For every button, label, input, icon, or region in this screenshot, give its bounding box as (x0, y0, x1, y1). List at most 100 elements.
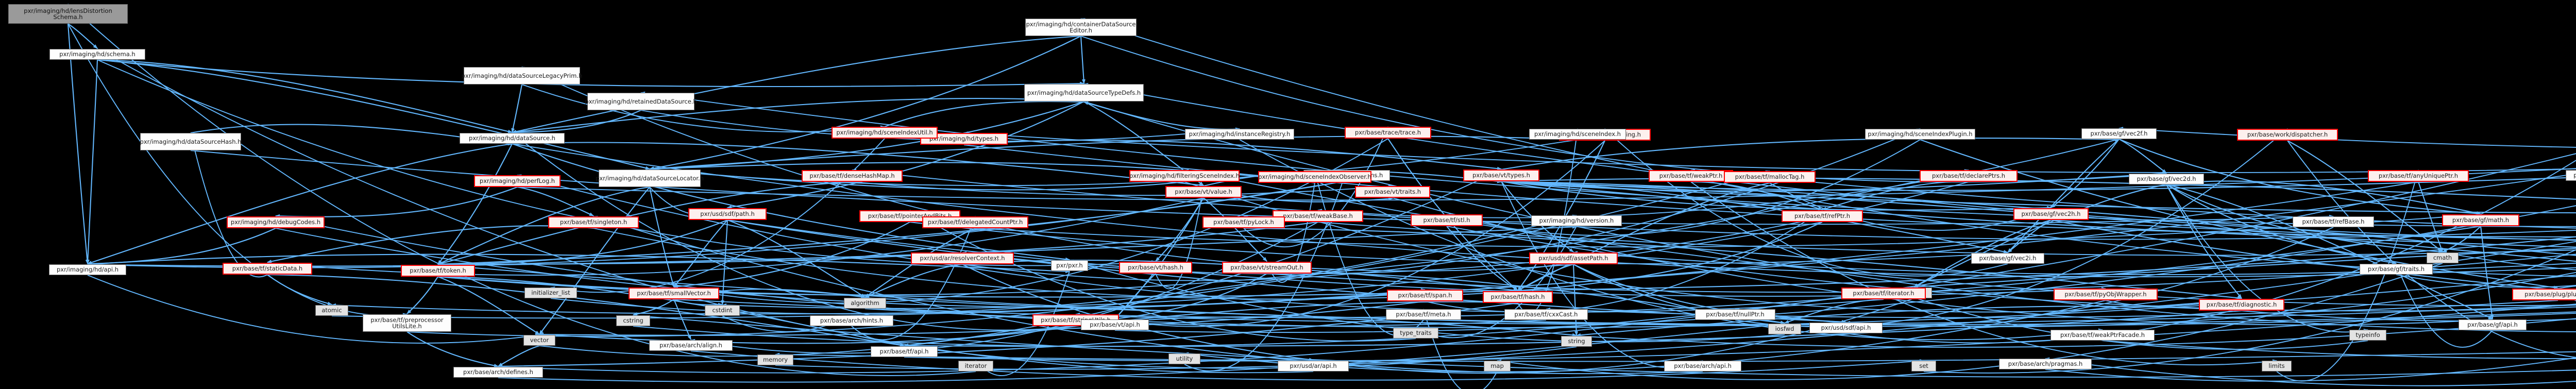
graph-node[interactable]: limits (2262, 361, 2292, 371)
graph-node[interactable]: pxr/usd/sdf/api.h (1809, 323, 1883, 333)
graph-node[interactable]: pxr/base/vt/hash.h (1119, 262, 1192, 274)
graph-node[interactable]: iterator (958, 361, 993, 371)
graph-node[interactable]: pxr/base/work/dispatcher.h (2237, 129, 2338, 141)
graph-node[interactable]: pxr/base/tf/denseHashMap.h (802, 170, 903, 182)
graph-node[interactable]: atomic (315, 305, 348, 316)
graph-node[interactable]: cstring (616, 315, 650, 326)
graph-node[interactable]: pxr/base/tf/nullPtr.h (1695, 309, 1775, 320)
graph-edge (962, 128, 1921, 281)
graph-node[interactable]: typeinfo (2349, 330, 2386, 341)
graph-node[interactable]: pxr/imaging/hd/retainedDataSource.h (585, 93, 697, 110)
graph-node[interactable]: pxr/imaging/hd/sceneIndex.h (1529, 129, 1626, 140)
graph-node[interactable]: string (1561, 336, 1592, 347)
graph-node[interactable]: pxr/usd/ar/resolverContext.h (911, 252, 1014, 264)
graph-node[interactable]: pxr/base/gf/vec2f.h (2081, 128, 2157, 139)
graph-node[interactable]: pxr/base/tf/stl.h (1411, 214, 1483, 226)
graph-node[interactable]: pxr/base/gf/traits.h (2360, 264, 2433, 275)
graph-node[interactable]: pxr/base/tf/pyObjWrapper.h (2054, 289, 2158, 300)
graph-node[interactable]: pxr/imaging/hd/dataSourceTypeDefs.h (1024, 84, 1144, 102)
graph-node[interactable]: pxr/base/tf/singleton.h (548, 216, 639, 228)
graph-node[interactable]: pxr/base/tf/declarePtrs.h (1920, 170, 2018, 182)
graph-node[interactable]: vector (523, 335, 555, 346)
graph-node[interactable]: pxr/imaging/hd/perfLog.h (474, 175, 561, 187)
graph-node[interactable]: pxr/base/tf/preprocessor UtilsLite.h (363, 314, 451, 332)
graph-node[interactable]: pxr/imaging/hd/instanceRegistry.h (1185, 129, 1294, 140)
graph-node[interactable]: pxr/imaging/hd/sceneIndexPlugin.h (1865, 129, 1975, 140)
graph-node[interactable]: pxr/base/arch/api.h (1664, 361, 1741, 371)
graph-edge (1243, 215, 2576, 256)
graph-node[interactable]: pxr/imaging/hd/dataSourceLegacyPrim.h (462, 67, 582, 84)
graph-edge (2166, 184, 2242, 299)
graph-node[interactable]: pxr/base/tf/weakPtrFacade.h (2050, 330, 2155, 341)
graph-node[interactable]: pxr/imaging/hd/types.h (920, 133, 1008, 145)
graph-node[interactable]: cmath (2427, 252, 2459, 263)
graph-node[interactable]: pxr/base/vt/streamOut.h (1222, 262, 1312, 274)
graph-node[interactable]: cstdint (705, 305, 740, 316)
graph-node[interactable]: pxr/base/vt/value.h (1165, 186, 1242, 198)
graph-node[interactable]: algorithm (844, 298, 886, 309)
graph-node[interactable]: pxr/base/arch/defines.h (453, 367, 543, 378)
graph-node[interactable]: pxr/imaging/hd/dataSourceHash.h (140, 133, 241, 150)
graph-node[interactable]: pxr/base/tf/staticData.h (223, 263, 312, 275)
graph-node[interactable]: pxr/base/tf/diagnostic.h (2199, 299, 2284, 311)
graph-edge (963, 131, 2576, 173)
graph-node[interactable]: pxr/base/tf/delegatedCountPtr.h (922, 216, 1028, 228)
graph-edge (1080, 36, 2167, 183)
graph-node[interactable]: pxr/base/vt/types.h (1463, 170, 1539, 181)
graph-node[interactable]: pxr/base/tf/weakPtr.h (1649, 170, 1733, 182)
graph-node[interactable]: pxr/base/tf/pyLock.h (1202, 216, 1285, 228)
graph-node[interactable]: pxr/base/tf/refPtr.h (1782, 210, 1863, 222)
graph-edge (690, 350, 1924, 381)
graph-edge (2102, 340, 2576, 360)
graph-node[interactable]: pxr/imaging/hd/debugCodes.h (227, 216, 325, 228)
graph-node[interactable]: set (1911, 361, 1936, 371)
graph-node[interactable]: pxr/base/arch/pragmas.h (1999, 359, 2092, 369)
graph-node[interactable]: pxr/imaging/hd/schema.h (49, 49, 145, 60)
graph-node[interactable]: pxr/imaging/hd/dataSource.h (460, 133, 565, 144)
graph-node[interactable]: pxr/usd/sdf/path.h (688, 208, 767, 220)
graph-node[interactable]: pxr/imaging/hd/sceneIndexObserver.h (1258, 171, 1371, 183)
graph-node[interactable]: pxr/imaging/hd/api.h (49, 264, 126, 275)
graph-node[interactable]: pxr/base/tf/mallocTag.h (1724, 171, 1816, 183)
graph-node[interactable]: pxr/base/arch/align.h (649, 340, 733, 351)
graph-node[interactable]: pxr/base/tf/anyUniquePtr.h (2368, 170, 2469, 182)
graph-node[interactable]: pxr/base/arch/hints.h (810, 315, 893, 326)
graph-node[interactable]: pxr/base/tf/meta.h (1386, 309, 1461, 320)
graph-node[interactable]: pxr/base/gf/math.h (2442, 214, 2519, 226)
graph-node[interactable]: pxr/base/tf/hash.h (1483, 291, 1553, 303)
graph-node[interactable]: type_traits (1393, 328, 1438, 339)
graph-node[interactable]: pxr/imaging/hd/containerDataSource Edito… (1025, 19, 1137, 36)
graph-node[interactable]: pxr/base/tf/span.h (1387, 290, 1463, 301)
graph-node[interactable]: map (1484, 361, 1511, 371)
graph-node[interactable]: pxr/base/gf/limits.h (2566, 170, 2576, 181)
graph-node[interactable]: pxr/imaging/hd/version.h (1531, 215, 1622, 226)
graph-node[interactable]: pxr/imaging/hd/sceneIndexUtil.h (832, 127, 938, 139)
graph-node[interactable]: pxr/base/tf/refBase.h (2293, 216, 2374, 227)
graph-node[interactable]: pxr/base/trace/trace.h (1345, 127, 1431, 139)
graph-node[interactable]: pxr/base/gf/api.h (2459, 319, 2527, 330)
graph-node[interactable]: pxr/base/tf/weakBase.h (1273, 210, 1363, 222)
graph-edge (1501, 180, 2576, 248)
graph-node[interactable]: memory (757, 354, 793, 365)
graph-node[interactable]: pxr/base/tf/token.h (401, 265, 475, 277)
graph-node[interactable]: pxr/base/tf/smallVector.h (629, 287, 719, 299)
graph-node[interactable]: pxr/base/tf/api.h (871, 346, 938, 357)
graph-node[interactable]: pxr/usd/ar/api.h (1278, 361, 1349, 371)
graph-node[interactable]: pxr/base/vt/api.h (1081, 319, 1149, 330)
graph-node[interactable]: pxr/usd/sdf/assetPath.h (1529, 252, 1618, 264)
graph-node[interactable]: pxr/base/vt/traits.h (1355, 186, 1430, 198)
graph-node[interactable]: pxr/imaging/hd/filteringSceneIndex.h (1129, 170, 1240, 182)
graph-node[interactable]: pxr/base/tf/iterator.h (1841, 287, 1926, 299)
graph-node[interactable]: pxr/base/gf/vec2d.h (2129, 174, 2204, 184)
graph-node[interactable]: pxr/pxr.h (1051, 260, 1088, 271)
graph-node[interactable]: initializer_list (524, 287, 577, 298)
graph-edge (2045, 357, 2576, 386)
graph-node[interactable]: pxr/base/gf/vec2h.h (2013, 208, 2089, 220)
graph-node[interactable]: pxr/base/plug/plugin.h (2512, 289, 2576, 300)
graph-node[interactable]: pxr/base/tf/cxxCast.h (1504, 309, 1588, 320)
graph-node[interactable]: iosfwd (1768, 324, 1801, 334)
graph-node[interactable]: pxr/imaging/hd/dataSourceLocator.h (596, 170, 704, 187)
graph-node[interactable]: pxr/imaging/hd/lensDistortion Schema.h (8, 4, 128, 24)
graph-node[interactable]: utility (1168, 353, 1200, 364)
graph-node[interactable]: pxr/base/gf/vec2i.h (1971, 253, 2044, 264)
